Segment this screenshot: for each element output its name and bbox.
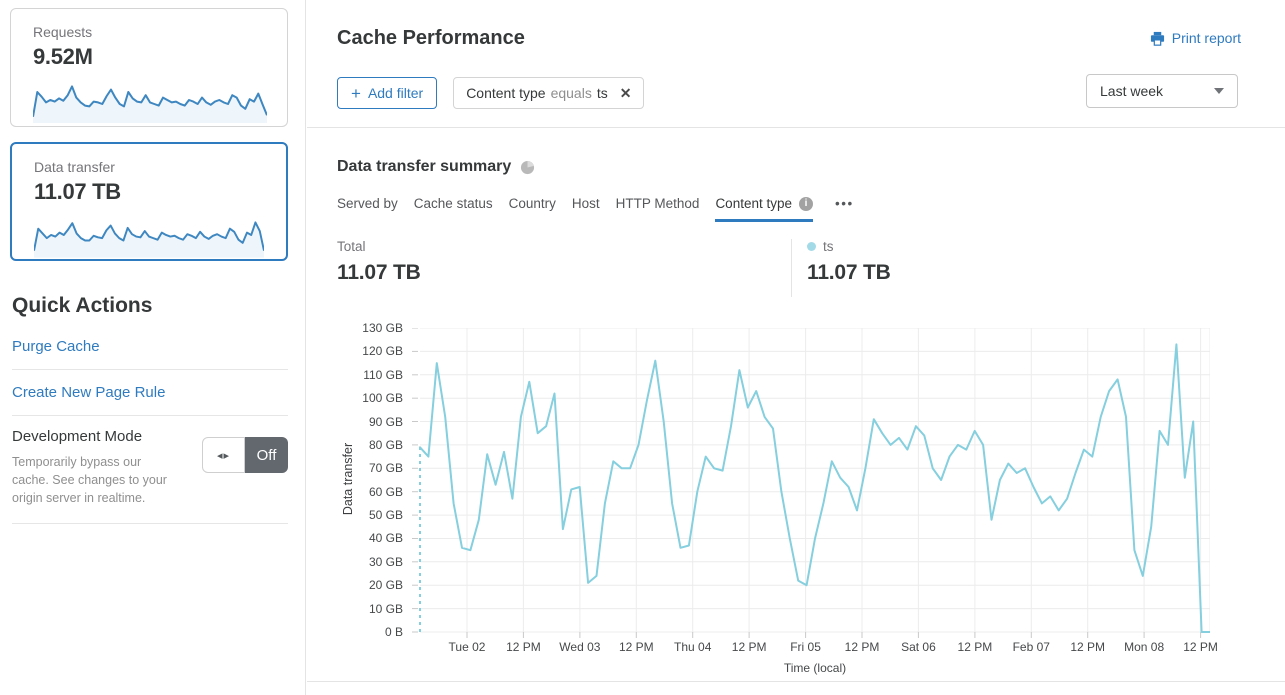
line-chart-plot[interactable] <box>410 328 1210 644</box>
y-tick-label: 70 GB <box>368 461 403 476</box>
printer-icon <box>1150 31 1164 46</box>
summary-section-header: Data transfer summary <box>337 158 535 176</box>
main-content: Cache Performance Print report + Add fil… <box>307 0 1285 695</box>
tab-host[interactable]: Host <box>571 196 600 211</box>
tab-served-by[interactable]: Served by <box>337 196 398 211</box>
x-tick-label: 12 PM <box>731 640 767 654</box>
info-icon[interactable] <box>799 196 813 211</box>
total-value: 11.07 TB <box>337 261 421 284</box>
y-tick-label: 120 GB <box>362 344 403 359</box>
x-tick-label: 12 PM <box>1070 640 1106 654</box>
filter-chip-content-type: Content type equals ts ✕ <box>453 77 645 109</box>
y-tick-label: 10 GB <box>368 601 403 616</box>
tab-http-method[interactable]: HTTP Method <box>615 196 700 211</box>
ts-legend-value: 11.07 TB <box>807 261 891 284</box>
print-report-label: Print report <box>1171 30 1241 46</box>
totals-vertical-divider <box>791 239 792 297</box>
data-transfer-value: 11.07 TB <box>34 179 121 204</box>
y-tick-label: 60 GB <box>368 484 403 499</box>
data-transfer-metric-card[interactable]: Data transfer 11.07 TB <box>10 142 288 261</box>
x-tick-label: Tue 02 <box>448 640 486 654</box>
toggle-off-label: Off <box>245 437 288 473</box>
time-range-dropdown[interactable]: Last week <box>1086 74 1238 108</box>
y-tick-label: 100 GB <box>362 391 403 406</box>
tab-content-type[interactable]: Content type <box>715 196 813 222</box>
x-tick-label: Mon 08 <box>1124 640 1165 654</box>
filter-row: + Add filter Content type equals ts ✕ <box>337 77 645 109</box>
x-tick-label: 12 PM <box>844 640 880 654</box>
x-tick-label: Feb 07 <box>1012 640 1050 654</box>
x-axis-title: Time (local) <box>783 661 847 675</box>
tab-cache-status[interactable]: Cache status <box>413 196 493 211</box>
development-mode-row: Development Mode Temporarily bypass our … <box>12 416 288 525</box>
create-new-page-rule-link[interactable]: Create New Page Rule <box>12 384 166 401</box>
ts-legend-label: ts <box>823 239 834 254</box>
x-tick-label: Thu 04 <box>674 640 712 654</box>
chevron-down-icon <box>1214 88 1224 94</box>
requests-value: 9.52M <box>33 44 93 69</box>
y-tick-label: 30 GB <box>368 554 403 569</box>
x-tick-label: 12 PM <box>957 640 993 654</box>
chip-value: ts <box>596 85 608 101</box>
chip-remove-icon[interactable]: ✕ <box>619 84 632 101</box>
quick-actions-section: Quick Actions Purge Cache Create New Pag… <box>12 294 288 525</box>
toggle-arrows-icon[interactable]: ◂▸ <box>202 437 245 473</box>
pie-chart-icon <box>521 160 535 174</box>
x-tick-label: Wed 03 <box>559 640 601 654</box>
data-transfer-sparkline-chart <box>34 221 264 258</box>
y-tick-label: 110 GB <box>363 367 403 382</box>
total-label: Total <box>337 239 366 254</box>
chip-operator: equals <box>550 85 592 101</box>
y-tick-label: 0 B <box>384 625 403 639</box>
total-block: Total 11.07 TB <box>337 239 791 297</box>
purge-cache-row: Purge Cache <box>12 324 288 370</box>
add-filter-label: Add filter <box>367 85 424 101</box>
header-divider <box>307 127 1285 128</box>
quick-actions-title: Quick Actions <box>12 294 153 317</box>
development-mode-toggle[interactable]: ◂▸ Off <box>202 437 288 473</box>
y-tick-label: 40 GB <box>368 531 403 546</box>
data-transfer-chart: Data transfer Time (local) 130 GB 120 GB 1… <box>337 318 1267 678</box>
requests-sparkline-chart <box>33 85 267 123</box>
development-mode-title: Development Mode <box>12 428 143 445</box>
sidebar: Requests 9.52M Data transfer 11.07 TB Qu… <box>0 0 306 695</box>
tab-country[interactable]: Country <box>508 196 556 211</box>
print-report-button[interactable]: Print report <box>1150 30 1241 46</box>
bottom-divider <box>307 681 1285 682</box>
y-tick-label: 130 GB <box>362 321 403 335</box>
y-tick-label: 50 GB <box>368 508 403 523</box>
summary-title: Data transfer summary <box>337 158 512 175</box>
add-filter-button[interactable]: + Add filter <box>337 77 438 109</box>
time-range-value: Last week <box>1100 83 1164 99</box>
y-tick-label: 90 GB <box>368 414 403 429</box>
summary-tabs: Served by Cache status Country Host HTTP… <box>337 196 856 222</box>
x-tick-label: 12 PM <box>618 640 654 654</box>
y-tick-label: 20 GB <box>368 578 403 593</box>
purge-cache-link[interactable]: Purge Cache <box>12 338 100 355</box>
plus-icon: + <box>351 83 361 103</box>
x-tick-label: Sat 06 <box>901 640 936 654</box>
development-mode-description: Temporarily bypass our cache. See change… <box>12 455 167 506</box>
ts-legend-block: ts 11.07 TB <box>807 239 891 297</box>
x-tick-label: 12 PM <box>506 640 541 654</box>
summary-totals: Total 11.07 TB ts 11.07 TB <box>337 239 891 297</box>
x-tick-label: Fri 05 <box>790 640 821 654</box>
x-tick-label: 12 PM <box>1183 640 1218 654</box>
tab-content-type-label: Content type <box>715 196 792 211</box>
y-tick-label: 80 GB <box>368 437 403 452</box>
chip-field: Content type <box>466 85 546 101</box>
data-transfer-label: Data transfer <box>34 159 115 175</box>
create-page-rule-row: Create New Page Rule <box>12 370 288 416</box>
ts-legend-dot <box>807 242 816 251</box>
requests-label: Requests <box>33 24 93 40</box>
more-tabs-button[interactable]: ••• <box>835 196 854 211</box>
requests-metric-card[interactable]: Requests 9.52M <box>10 8 288 127</box>
page-title: Cache Performance <box>337 27 525 49</box>
